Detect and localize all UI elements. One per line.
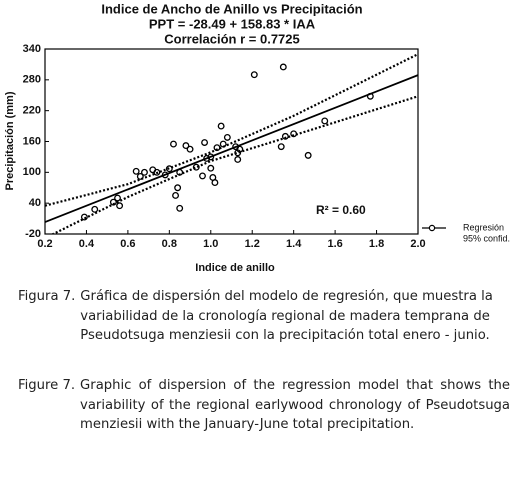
point (176, 204, 184, 212)
caption-es: Figura 7. Gráfica de dispersión del mode… (18, 287, 510, 346)
point (219, 140, 227, 148)
x-tick-label: 2.0 (410, 238, 425, 250)
point (217, 122, 225, 130)
point (109, 198, 117, 206)
y-tick-label: 220 (23, 105, 41, 117)
legend-label: 95% confid. (463, 233, 510, 243)
confidence-lower (50, 95, 418, 234)
point (207, 153, 215, 161)
point (141, 168, 148, 176)
x-tick-label: 1.2 (245, 238, 260, 250)
confidence-upper (45, 53, 418, 207)
x-axis-label: Indice de anillo (195, 262, 275, 274)
x-tick-label: 1.0 (203, 238, 218, 250)
point (182, 142, 190, 150)
caption-text: Graphic of dispersion of the regression … (80, 378, 510, 432)
caption-label: Figure 7. (18, 378, 76, 393)
y-tick-label: 40 (29, 197, 41, 209)
y-axis-label: Precipitación (mm) (4, 91, 16, 190)
point (170, 140, 177, 148)
y-tick-label: 340 (23, 43, 41, 55)
point (153, 168, 161, 176)
point (91, 205, 99, 213)
regression-line (45, 74, 418, 223)
point (136, 172, 144, 180)
point (199, 172, 206, 180)
point (234, 156, 242, 163)
point (279, 63, 287, 71)
y-tick-label: 280 (23, 74, 41, 86)
legend-marker (428, 224, 436, 232)
point (321, 117, 329, 125)
x-tick-label: 0.6 (120, 238, 135, 250)
x-tick-label: 0.2 (37, 238, 52, 250)
point (114, 194, 121, 202)
chart-subtitle: PPT = -28.49 + 158.83 * IAA (149, 16, 316, 31)
point (211, 179, 219, 187)
y-tick-label: 160 (23, 135, 41, 147)
point (236, 145, 244, 153)
point (203, 155, 211, 162)
x-tick-label: 1.6 (327, 238, 342, 250)
chart: Indice de Ancho de Anillo vs Precipitaci… (4, 1, 510, 274)
chart-title: Indice de Ancho de Anillo vs Precipitaci… (101, 1, 362, 16)
point (277, 143, 285, 151)
point (250, 71, 258, 79)
point (290, 130, 298, 138)
point (161, 171, 169, 179)
caption-label: Figura 7. (18, 289, 76, 304)
chart-subtitle: Correlación r = 0.7725 (164, 31, 300, 46)
point (174, 184, 182, 192)
annotation: R² = 0.60 (316, 203, 366, 217)
point (172, 192, 179, 199)
point (201, 139, 209, 146)
legend-label: Regresión (463, 222, 504, 232)
point (165, 165, 173, 173)
point (207, 164, 215, 172)
point (281, 132, 289, 140)
point (132, 167, 140, 175)
caption-en: Figure 7. Graphic of dispersion of the r… (18, 376, 510, 435)
point (192, 163, 200, 171)
x-tick-label: 0.8 (162, 238, 177, 250)
point (366, 92, 374, 100)
caption-text: Gráfica de dispersión del modelo de regr… (80, 289, 493, 343)
y-tick-label: -20 (25, 228, 41, 240)
point (116, 202, 124, 210)
point (213, 144, 221, 152)
point (80, 213, 88, 221)
point (176, 168, 184, 176)
plot-area (45, 53, 418, 234)
x-tick-label: 1.8 (369, 238, 384, 250)
point (223, 133, 231, 141)
y-tick-label: 100 (23, 166, 41, 178)
point (304, 151, 312, 159)
x-tick-label: 1.4 (286, 238, 302, 250)
x-tick-label: 0.4 (79, 238, 95, 250)
point (186, 145, 194, 153)
